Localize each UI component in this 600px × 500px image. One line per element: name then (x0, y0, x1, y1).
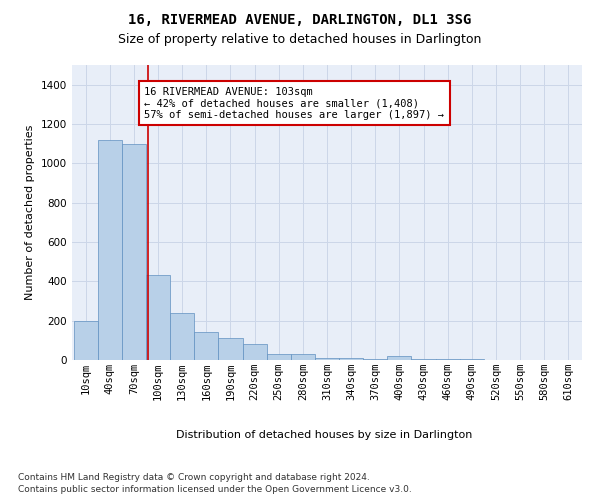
Bar (460, 359, 484, 360)
Bar (412, 359, 436, 360)
Bar (363, 359, 388, 360)
Bar (315, 358, 339, 360)
Text: Distribution of detached houses by size in Darlington: Distribution of detached houses by size … (176, 430, 472, 440)
Y-axis label: Number of detached properties: Number of detached properties (25, 125, 35, 300)
Bar (242, 344, 266, 360)
Bar (266, 354, 291, 360)
Bar (218, 338, 242, 360)
Text: 16, RIVERMEAD AVENUE, DARLINGTON, DL1 3SG: 16, RIVERMEAD AVENUE, DARLINGTON, DL1 3S… (128, 12, 472, 26)
Bar (194, 332, 218, 360)
Bar (339, 358, 363, 360)
Bar (388, 356, 412, 360)
Bar (436, 359, 460, 360)
Bar (98, 140, 122, 360)
Text: Contains public sector information licensed under the Open Government Licence v3: Contains public sector information licen… (18, 485, 412, 494)
Text: Size of property relative to detached houses in Darlington: Size of property relative to detached ho… (118, 32, 482, 46)
Bar (146, 276, 170, 360)
Bar (291, 354, 315, 360)
Text: 16 RIVERMEAD AVENUE: 103sqm
← 42% of detached houses are smaller (1,408)
57% of : 16 RIVERMEAD AVENUE: 103sqm ← 42% of det… (145, 86, 445, 120)
Bar (74, 320, 98, 360)
Bar (170, 313, 194, 360)
Bar (122, 144, 146, 360)
Text: Contains HM Land Registry data © Crown copyright and database right 2024.: Contains HM Land Registry data © Crown c… (18, 472, 370, 482)
